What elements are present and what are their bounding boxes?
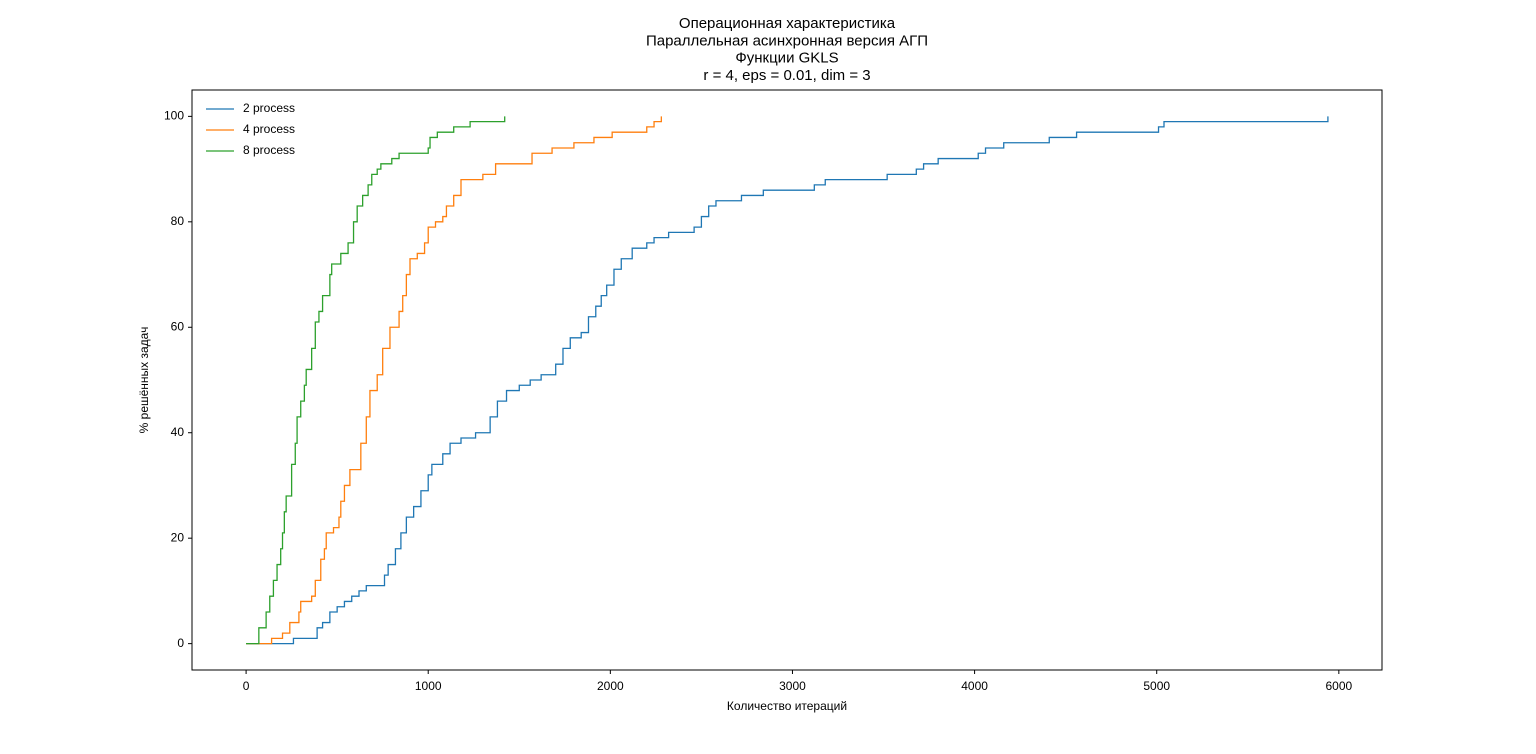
y-tick-label: 40 xyxy=(171,425,185,439)
chart-title: r = 4, eps = 0.01, dim = 3 xyxy=(703,67,870,84)
x-tick-label: 2000 xyxy=(597,679,624,693)
x-tick-label: 0 xyxy=(243,679,250,693)
y-tick-label: 80 xyxy=(171,214,185,228)
y-tick-label: 100 xyxy=(164,109,184,123)
y-tick-label: 20 xyxy=(171,530,185,544)
y-axis-label: % решённых задач xyxy=(137,327,151,434)
y-tick-label: 60 xyxy=(171,319,185,333)
legend-label: 2 process xyxy=(243,101,295,115)
x-tick-label: 5000 xyxy=(1143,679,1170,693)
chart-title: Функции GKLS xyxy=(735,50,838,67)
x-tick-label: 6000 xyxy=(1325,679,1352,693)
x-axis-label: Количество итераций xyxy=(727,699,847,713)
x-tick-label: 1000 xyxy=(415,679,442,693)
plot-frame xyxy=(191,89,1383,671)
legend-label: 4 process xyxy=(243,122,295,136)
series-line xyxy=(246,116,506,645)
series-line xyxy=(246,116,1329,645)
series-line xyxy=(246,116,662,645)
legend-label: 8 process xyxy=(243,143,295,157)
chart-title: Параллельная асинхронная версия АГП xyxy=(646,32,928,49)
y-tick-label: 0 xyxy=(177,636,184,650)
x-tick-label: 3000 xyxy=(779,679,806,693)
chart-title: Операционная характеристика xyxy=(679,15,896,32)
x-tick-label: 4000 xyxy=(961,679,988,693)
